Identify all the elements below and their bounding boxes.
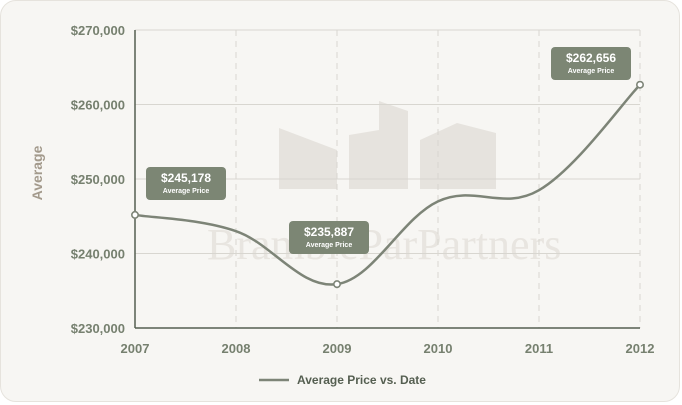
callouts: $245,178 Average Price $235,887 Average Pri… — [146, 47, 631, 254]
callout-value: $245,178 — [161, 171, 211, 185]
callout-2012: $262,656 Average Price — [551, 47, 631, 80]
y-tick-label: $250,000 — [71, 172, 125, 187]
callout-box — [146, 167, 226, 200]
axes — [134, 30, 640, 329]
callout-2009: $235,887 Average Price — [289, 221, 369, 254]
y-tick-label: $270,000 — [71, 23, 125, 38]
callout-value: $262,656 — [566, 51, 616, 65]
y-tick-label: $260,000 — [71, 98, 125, 113]
x-tick-label: 2009 — [323, 341, 352, 356]
y-tick-labels: $230,000 $240,000 $250,000 $260,000 $270,000 — [71, 23, 125, 336]
data-point-2012 — [635, 80, 644, 89]
x-tick-label: 2010 — [424, 341, 453, 356]
series-line — [133, 83, 642, 286]
y-tick-label: $240,000 — [71, 247, 125, 262]
callout-label: Average Price — [163, 188, 210, 195]
callout-2007: $245,178 Average Price — [146, 167, 226, 200]
data-point-2007 — [131, 210, 140, 219]
callout-label: Average Price — [568, 68, 615, 75]
y-tick-label: $230,000 — [71, 321, 125, 336]
data-point-2009 — [332, 280, 341, 289]
x-tick-label: 2012 — [626, 341, 655, 356]
x-tick-label: 2008 — [222, 341, 251, 356]
x-tick-label: 2007 — [121, 341, 150, 356]
callout-box — [551, 47, 631, 80]
data-points — [131, 80, 644, 289]
callout-label: Average Price — [306, 242, 353, 249]
x-tick-labels: 2007 2008 2009 2010 2011 2012 — [121, 341, 655, 356]
legend: Average Price vs. Date — [259, 373, 426, 387]
legend-label: Average Price vs. Date — [297, 373, 426, 387]
watermark-text: BrambleParPartners — [207, 220, 561, 269]
x-tick-label: 2011 — [525, 341, 553, 356]
callout-value: $235,887 — [304, 225, 354, 239]
callout-box — [289, 221, 369, 254]
watermark: BrambleParPartners — [207, 101, 561, 269]
y-axis-label: Average — [29, 145, 45, 200]
buildings-logo-icon — [279, 101, 496, 189]
